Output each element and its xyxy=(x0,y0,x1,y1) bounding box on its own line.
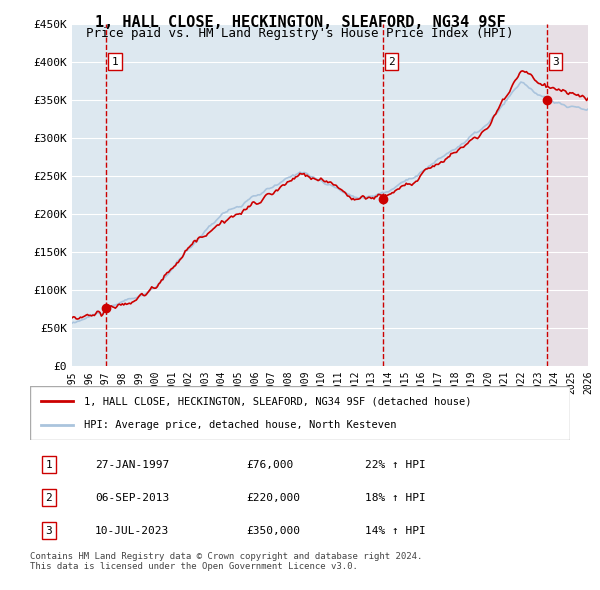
Text: 22% ↑ HPI: 22% ↑ HPI xyxy=(365,460,425,470)
Text: 1: 1 xyxy=(112,57,118,67)
Text: 06-SEP-2013: 06-SEP-2013 xyxy=(95,493,169,503)
Text: 18% ↑ HPI: 18% ↑ HPI xyxy=(365,493,425,503)
Text: £350,000: £350,000 xyxy=(246,526,300,536)
Bar xyxy=(547,24,588,366)
Text: £220,000: £220,000 xyxy=(246,493,300,503)
Text: 2: 2 xyxy=(388,57,395,67)
Text: 27-JAN-1997: 27-JAN-1997 xyxy=(95,460,169,470)
Text: HPI: Average price, detached house, North Kesteven: HPI: Average price, detached house, Nort… xyxy=(84,419,397,430)
Text: 2: 2 xyxy=(46,493,52,503)
Text: 3: 3 xyxy=(46,526,52,536)
Bar xyxy=(547,24,588,366)
Text: Price paid vs. HM Land Registry's House Price Index (HPI): Price paid vs. HM Land Registry's House … xyxy=(86,27,514,40)
FancyBboxPatch shape xyxy=(30,386,570,440)
Text: Contains HM Land Registry data © Crown copyright and database right 2024.
This d: Contains HM Land Registry data © Crown c… xyxy=(30,552,422,571)
Text: 1, HALL CLOSE, HECKINGTON, SLEAFORD, NG34 9SF (detached house): 1, HALL CLOSE, HECKINGTON, SLEAFORD, NG3… xyxy=(84,396,472,407)
Text: 1, HALL CLOSE, HECKINGTON, SLEAFORD, NG34 9SF: 1, HALL CLOSE, HECKINGTON, SLEAFORD, NG3… xyxy=(95,15,505,30)
Text: 1: 1 xyxy=(46,460,52,470)
Text: £76,000: £76,000 xyxy=(246,460,293,470)
Text: 10-JUL-2023: 10-JUL-2023 xyxy=(95,526,169,536)
Text: 3: 3 xyxy=(552,57,559,67)
Text: 14% ↑ HPI: 14% ↑ HPI xyxy=(365,526,425,536)
